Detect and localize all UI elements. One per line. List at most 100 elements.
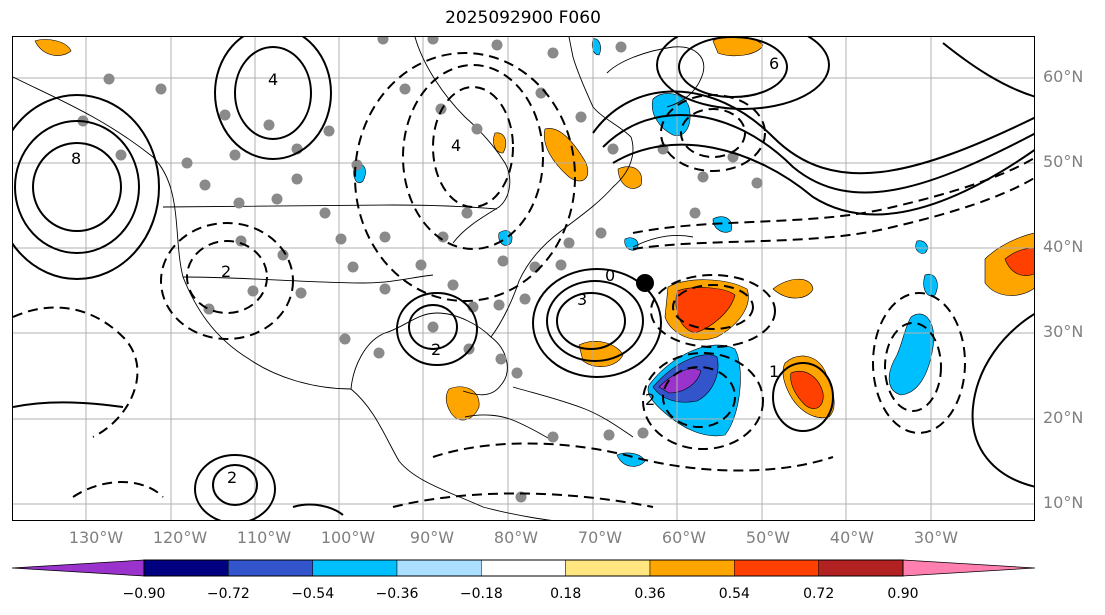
colorbar-arrow-left — [11, 559, 145, 577]
label-pac-minus: 2 — [221, 262, 231, 281]
colorbar-cell — [396, 559, 482, 577]
lon-label-120w: 120°W — [152, 528, 208, 547]
east-low-1 — [884, 322, 942, 412]
south-neg-1 — [432, 442, 834, 472]
label-canada-neg: 4 — [451, 136, 461, 155]
east-south-ridge — [971, 313, 1034, 488]
colorbar-cell — [818, 559, 904, 577]
colorbar-tick-label: −0.72 — [206, 586, 250, 602]
shade-cyan-nova-south — [712, 216, 733, 233]
jet-band-3 — [612, 143, 1034, 216]
colorbar-cell — [228, 559, 313, 577]
mid-line — [292, 503, 344, 516]
jet-neg-2 — [632, 176, 1034, 250]
pacific-high-ring-2 — [14, 120, 140, 254]
colorbar-tick-label: 0.18 — [550, 586, 582, 602]
label-gulf-high: 2 — [431, 340, 441, 359]
colorbar-cell — [649, 559, 735, 577]
pacific-high-ring-3 — [13, 94, 160, 280]
lat-label-50n: 50°N — [1043, 152, 1084, 171]
shade-orange-ontario — [493, 132, 507, 154]
atl-low-1 — [672, 284, 754, 330]
west-low-1 — [186, 240, 268, 314]
shade-orange-nw-corner — [34, 39, 72, 56]
colorbar-tick-label: −0.36 — [375, 586, 419, 602]
atl-low-2 — [650, 274, 776, 348]
pacific-high-ring-1 — [32, 142, 122, 232]
lat-label-60n: 60°N — [1043, 67, 1084, 86]
lon-label-130w: 130°W — [68, 528, 124, 547]
labrador-low-2 — [660, 94, 766, 172]
lat-label-40n: 40°N — [1043, 237, 1084, 256]
lat-label-30n: 30°N — [1043, 322, 1084, 341]
graticule — [13, 37, 1034, 520]
label-high-pacific: 8 — [71, 149, 81, 168]
jet-neg-1 — [632, 156, 1034, 234]
trop-low-2 — [642, 352, 764, 450]
lat-label-20n: 20°N — [1043, 408, 1084, 427]
map-canvas: 8 4 3 2 6 0 2 2 2 4 1 — [13, 37, 1034, 520]
label-neg-trop: 2 — [645, 390, 655, 409]
colorbar-cell — [565, 559, 651, 577]
label-south-atl: 1 — [769, 362, 779, 381]
west-low-2 — [160, 222, 294, 340]
label-high-north: 4 — [268, 70, 278, 89]
labrador-low-1 — [680, 108, 746, 158]
lon-label-70w: 70°W — [577, 528, 623, 547]
lat-label-10n: 10°N — [1043, 493, 1084, 512]
shade-orange-newfoundland — [543, 128, 589, 182]
pacific-neg — [13, 306, 139, 438]
shade-orange-ne-canada — [712, 37, 764, 57]
east-low-2 — [872, 292, 966, 434]
weather-map: 8 4 3 2 6 0 2 2 2 4 1 — [12, 36, 1035, 521]
coastlines — [13, 37, 705, 520]
canada-trough-2 — [402, 64, 544, 250]
lon-label-50w: 50°W — [745, 528, 791, 547]
shade-cyan-east-long — [888, 313, 935, 396]
label-trough-zero: 0 — [605, 266, 615, 285]
canada-trough-3 — [354, 52, 576, 302]
lon-label-90w: 90°W — [409, 528, 455, 547]
colorbar-cell — [734, 559, 819, 577]
label-mexico-high: 2 — [227, 468, 237, 487]
colorbar-arrow-right — [902, 559, 1036, 577]
colorbar-cells — [11, 559, 1036, 577]
mexico-high-ring-1 — [212, 464, 258, 506]
colorbar-tick-label: 0.36 — [634, 586, 666, 602]
colorbar-tick-label: −0.54 — [291, 586, 335, 602]
north-high-ring-1 — [234, 46, 312, 140]
lon-label-40w: 40°W — [829, 528, 875, 547]
shade-red-far-east — [1004, 248, 1034, 276]
colorbar-tick-label: 0.90 — [887, 586, 919, 602]
shade-orange-caribbean — [445, 386, 480, 421]
canada-ridge-ring-2 — [656, 37, 830, 110]
label-ridge-east: 6 — [769, 54, 779, 73]
colorbar-tick-label: 0.54 — [718, 586, 750, 602]
shade-orange-gulf-bahamas — [578, 341, 624, 367]
colorbar-tick-label: −0.18 — [459, 586, 503, 602]
north-high-ring-2 — [214, 37, 332, 160]
jet-band-1 — [592, 90, 1034, 175]
trop-low-1 — [662, 366, 736, 428]
map-title: 2025092900 F060 — [445, 8, 601, 28]
east-ridge — [942, 42, 1034, 98]
shade-cyan-north-strip — [591, 38, 601, 56]
lon-label-110w: 110°W — [236, 528, 292, 547]
gulf-high-ring-2 — [396, 292, 478, 366]
shade-orange-east — [772, 278, 814, 299]
shade-cyan-ohio — [498, 230, 513, 246]
shade-cyan-east-small — [915, 240, 928, 254]
lon-label-80w: 80°W — [493, 528, 539, 547]
lon-label-100w: 100°W — [320, 528, 376, 547]
label-atl-high: 3 — [577, 290, 587, 309]
atl-high-ring-1 — [556, 292, 626, 350]
colorbar-cell — [143, 559, 229, 577]
west-zero-line — [13, 401, 124, 408]
mexico-high-ring-2 — [194, 454, 276, 520]
station-dots — [77, 37, 763, 503]
south-neg-2 — [392, 492, 654, 508]
colorbar-cell — [312, 559, 398, 577]
lon-label-30w: 30°W — [913, 528, 959, 547]
colorbar-tick-label: 0.72 — [803, 586, 835, 602]
contour-labels: 8 4 3 2 6 0 2 2 2 4 1 — [71, 54, 779, 487]
